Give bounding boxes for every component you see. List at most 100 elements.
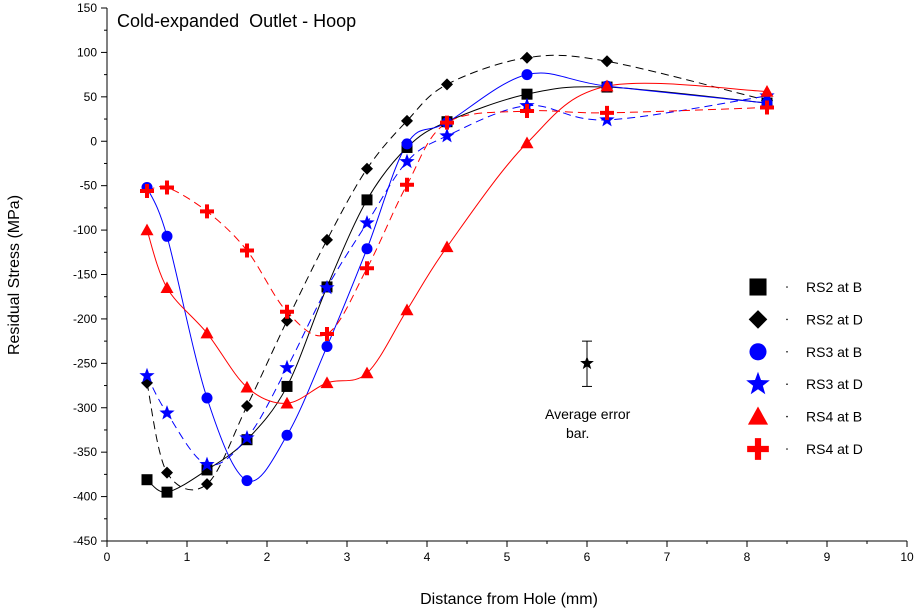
y-tick-label: -450	[73, 534, 97, 548]
data-point	[401, 138, 413, 150]
data-point	[280, 304, 294, 319]
legend-marker-5	[747, 406, 769, 425]
data-point	[601, 55, 613, 68]
data-point	[321, 340, 333, 352]
data-point	[760, 85, 774, 97]
y-tick-label: -400	[73, 490, 97, 504]
y-tick-label: -350	[73, 445, 97, 459]
data-point	[760, 100, 774, 115]
x-tick-label: 2	[264, 550, 271, 564]
chart-title: Cold-expanded Outlet - Hoop	[117, 11, 356, 31]
series-line-2	[146, 54, 768, 491]
data-point	[440, 240, 454, 253]
x-tick-label: 6	[584, 550, 591, 564]
data-point	[360, 261, 374, 276]
legend-label-1: RS2 at B	[806, 279, 862, 295]
data-point	[200, 204, 214, 219]
series-markers	[139, 51, 775, 498]
legend-dot	[786, 383, 788, 386]
error-bar-marker	[580, 356, 594, 370]
x-tick-label: 8	[744, 550, 751, 564]
data-point	[441, 78, 453, 91]
y-tick-label: 50	[84, 90, 98, 104]
error-bar-label: Average error	[545, 406, 631, 422]
y-tick-label: -200	[73, 312, 97, 326]
y-tick-label: 0	[90, 134, 97, 148]
data-point	[600, 79, 614, 92]
data-point	[139, 367, 155, 383]
legend-dot	[786, 415, 788, 418]
data-point	[159, 405, 175, 420]
data-point	[321, 233, 333, 246]
x-axis-title: Distance from Hole (mm)	[420, 591, 598, 608]
data-point	[280, 396, 294, 409]
legend-marker-3	[749, 343, 767, 361]
data-point	[201, 478, 213, 491]
data-point	[239, 429, 255, 445]
y-tick-label: -300	[73, 401, 97, 415]
data-point	[200, 326, 214, 339]
data-point	[199, 456, 215, 472]
data-point	[141, 474, 153, 486]
data-point	[161, 230, 173, 242]
data-point	[521, 69, 533, 81]
y-tick-label: -150	[73, 268, 97, 282]
data-point	[201, 392, 213, 404]
data-point	[140, 223, 154, 236]
data-point	[160, 281, 174, 294]
data-point	[240, 243, 254, 258]
x-tick-label: 0	[104, 550, 111, 564]
data-point	[319, 279, 335, 295]
data-point	[240, 380, 254, 393]
data-point	[279, 359, 295, 375]
x-tick-label: 10	[900, 550, 914, 564]
x-tick-label: 4	[424, 550, 431, 564]
axes: 150100500-50-100-150-200-250-300-350-400…	[73, 1, 914, 564]
data-point	[360, 366, 374, 379]
data-point	[361, 194, 373, 206]
y-tick-label: -100	[73, 223, 97, 237]
legend-marker-6	[747, 438, 769, 460]
data-point	[241, 399, 253, 412]
data-point	[140, 183, 154, 198]
error-bar-label: bar.	[566, 425, 589, 441]
legend-dot	[786, 448, 788, 450]
y-tick-label: 100	[77, 45, 97, 59]
data-point	[400, 177, 414, 192]
data-point	[241, 475, 253, 487]
legend-marker-1	[749, 278, 767, 296]
data-point	[281, 429, 293, 441]
data-point	[521, 88, 533, 100]
data-point	[160, 180, 174, 195]
y-tick-label: 150	[77, 1, 97, 15]
data-point	[520, 136, 534, 149]
legend-label-5: RS4 at B	[806, 409, 862, 425]
legend-label-4: RS3 at D	[806, 376, 863, 392]
data-point	[161, 466, 173, 479]
legend-dot	[786, 286, 788, 288]
data-point	[361, 243, 373, 255]
data-point	[201, 464, 213, 476]
data-point	[281, 314, 293, 327]
x-tick-label: 5	[504, 550, 511, 564]
data-point	[439, 127, 455, 143]
x-tick-label: 3	[344, 550, 351, 564]
data-point	[359, 214, 375, 230]
data-point	[520, 104, 534, 119]
y-axis-title: Residual Stress (MPa)	[6, 195, 23, 355]
legend-label-6: RS4 at D	[806, 441, 863, 457]
data-point	[600, 105, 614, 120]
legend-label-3: RS3 at B	[806, 344, 862, 360]
series-line-3	[146, 72, 768, 482]
data-point	[401, 114, 413, 127]
x-tick-label: 1	[184, 550, 191, 564]
legend-dot	[786, 351, 788, 353]
data-point	[161, 486, 173, 498]
data-point	[399, 153, 415, 169]
y-tick-label: -50	[80, 179, 98, 193]
y-tick-label: -250	[73, 356, 97, 370]
data-point	[320, 376, 334, 389]
legend-marker-2	[748, 310, 768, 329]
